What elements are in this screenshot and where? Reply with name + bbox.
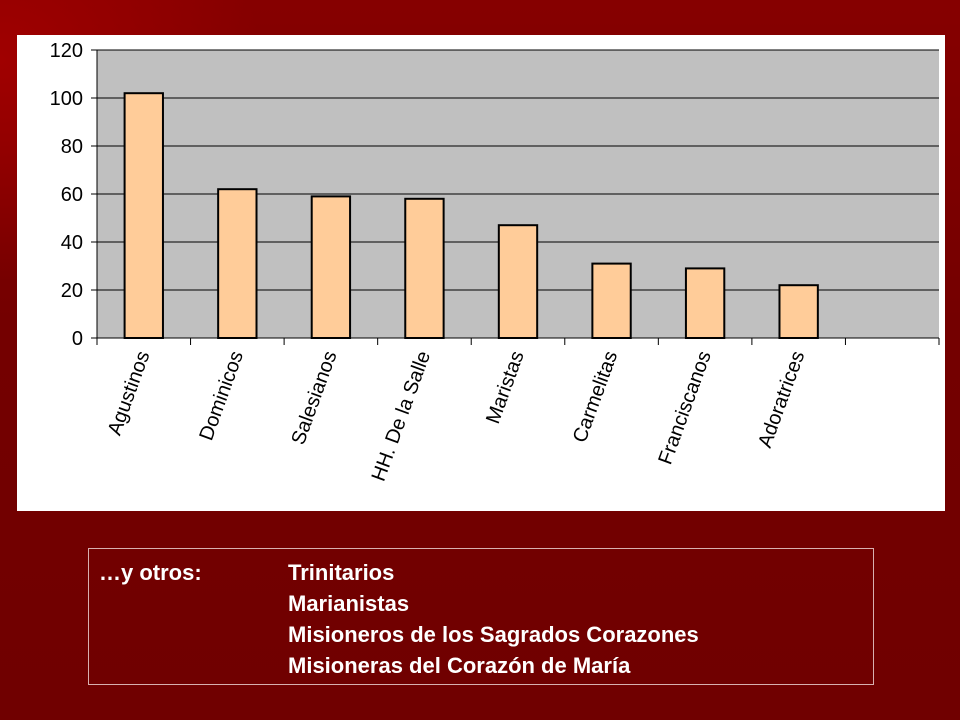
bar [684,267,726,339]
y-tick-label: 40 [61,232,83,254]
x-tick-label: Salesianos [287,348,341,447]
others-list: Trinitarios Marianistas Misioneros de lo… [288,557,699,681]
others-item-misioneras: Misioneras del Corazón de María [288,653,631,678]
bar [310,195,352,339]
x-tick-label: Adoratrices [754,348,809,451]
bar-chart: 0 20 40 60 80 100 120 Agustinos Dominicos Salesia… [50,40,940,484]
bar [778,284,819,339]
y-tick-label: 20 [61,280,83,302]
bar [404,197,445,339]
others-label: …y otros: [99,560,202,585]
others-item-misioneros: Misioneros de los Sagrados Corazones [288,622,699,647]
others-box: …y otros: Trinitarios Marianistas Mision… [88,548,874,685]
bar-chart-panel: 0 20 40 60 80 100 120 Agustinos Dominicos Salesia… [17,35,945,511]
bar [591,262,632,340]
y-tick-label: 0 [72,328,83,350]
y-tick-label: 60 [61,184,83,206]
x-tick-label: Dominicos [195,348,248,443]
y-tick-label: 120 [50,40,83,62]
x-tick-label: Carmelitas [569,348,622,445]
bar [123,92,164,340]
y-tick-label: 100 [50,88,83,110]
y-tick-label: 80 [61,136,83,158]
others-item-trinitarios: Trinitarios [288,560,395,585]
bar [497,224,539,339]
x-tick-label: Franciscanos [654,348,715,467]
others-item-marianistas: Marianistas [288,591,410,616]
bar [217,188,258,339]
x-tick-label: HH. De la Salle [368,348,435,484]
x-tick-label: Maristas [482,348,529,427]
x-tick-label: Agustinos [104,348,155,438]
